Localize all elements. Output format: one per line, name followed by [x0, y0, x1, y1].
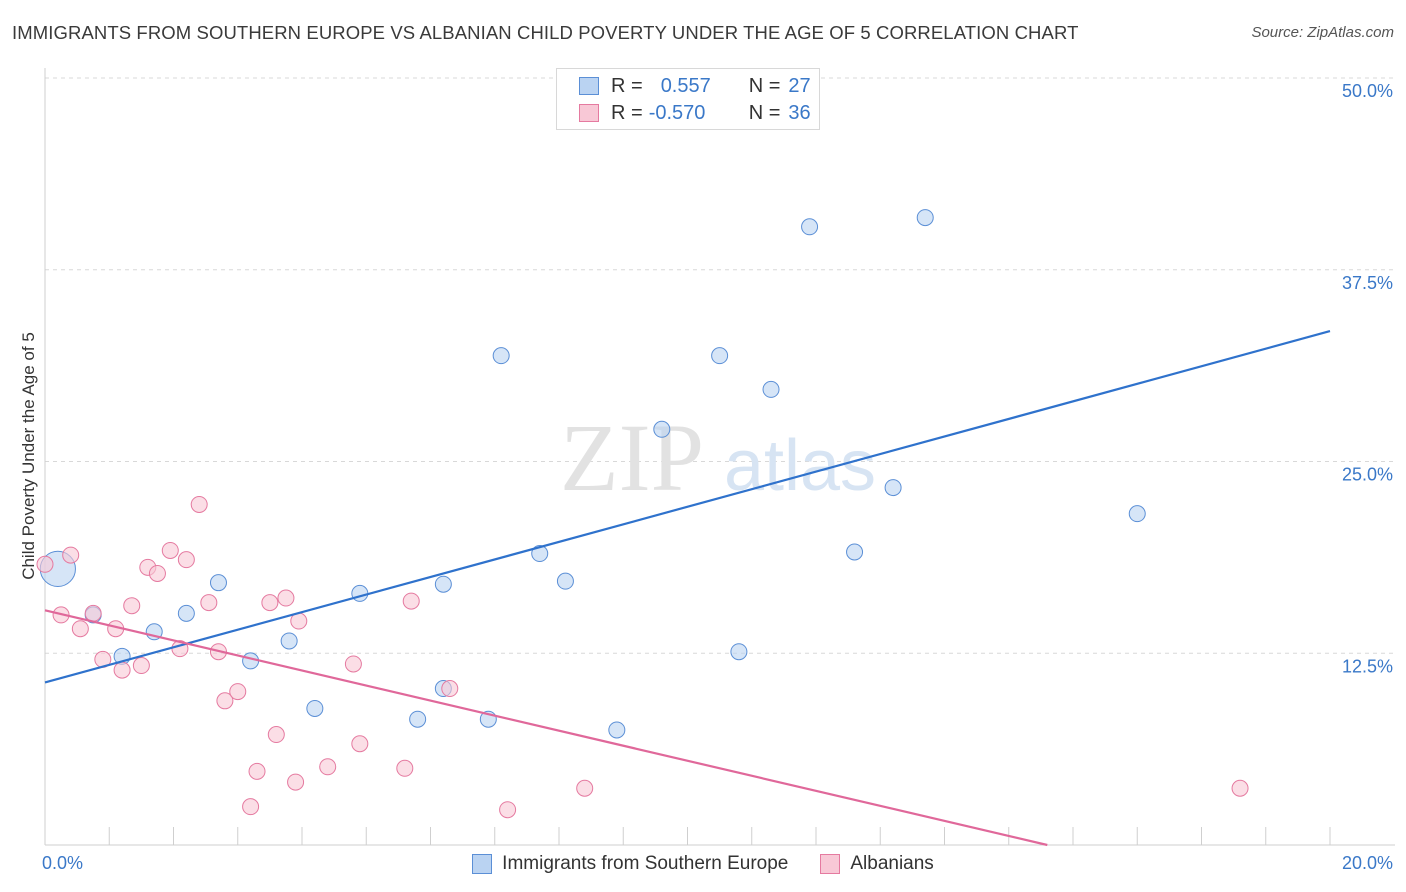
pink-data-point: [351, 735, 369, 753]
pink-data-point: [229, 683, 247, 701]
r-value: -0.570: [648, 101, 706, 124]
pink-data-point: [113, 661, 131, 679]
watermark: ZIP atlas: [560, 404, 876, 511]
blue-data-point: [730, 643, 748, 661]
pink-data-point: [123, 597, 141, 615]
pink-data-point: [402, 592, 420, 610]
legend-label: Immigrants from Southern Europe: [502, 853, 789, 874]
blue-swatch: [579, 77, 599, 95]
legend-row-pink: R = -0.570 N = 36: [579, 100, 811, 126]
blue-data-point: [608, 721, 626, 739]
pink-swatch: [820, 854, 841, 874]
blue-data-point: [306, 699, 324, 717]
legend-label: Albanians: [850, 853, 934, 874]
series-legend: Immigrants from Southern Europe Albanian…: [0, 851, 1406, 877]
n-value: 27: [788, 74, 811, 97]
blue-data-point: [531, 545, 549, 563]
x-tick-label: 0.0%: [42, 853, 83, 873]
blue-data-point: [409, 710, 427, 728]
points-layer: [36, 209, 1249, 819]
r-label: R =: [611, 74, 643, 97]
pink-trend-line: [44, 609, 1048, 847]
n-label: N =: [748, 74, 781, 97]
pink-data-point: [71, 620, 89, 638]
blue-data-point: [846, 543, 864, 561]
blue-data-point: [492, 347, 510, 365]
pink-data-point: [267, 726, 285, 744]
pink-data-point: [177, 551, 195, 569]
blue-data-point: [351, 584, 369, 602]
grid-layer: [45, 77, 1395, 654]
r-label: R =: [611, 101, 643, 124]
legend-item-albanians[interactable]: Albanians: [820, 853, 934, 875]
x-tick-label: 20.0%: [1342, 853, 1393, 873]
pink-data-point: [36, 555, 54, 573]
pink-data-point: [441, 680, 459, 698]
axis-layer: 12.5% 25.0% 37.5% 50.0% 0.0% 20.0%: [42, 68, 1395, 873]
pink-data-point: [248, 762, 266, 780]
y-axis-label: Child Poverty Under the Age of 5: [19, 332, 38, 580]
source-label: Source: ZipAtlas.com: [1251, 24, 1394, 41]
pink-data-point: [190, 495, 208, 513]
blue-data-point: [556, 572, 574, 590]
blue-data-point: [242, 652, 260, 670]
pink-data-point: [62, 546, 80, 564]
pink-data-point: [287, 773, 305, 791]
pink-data-point: [344, 655, 362, 673]
watermark-atlas: atlas: [724, 426, 876, 506]
pink-data-point: [277, 589, 295, 607]
blue-data-point: [762, 380, 780, 398]
pink-data-point: [499, 801, 517, 819]
trend-layer: [44, 330, 1331, 847]
chart-title: IMMIGRANTS FROM SOUTHERN EUROPE VS ALBAN…: [12, 22, 1079, 43]
legend-item-southern-europe[interactable]: Immigrants from Southern Europe: [472, 853, 788, 875]
n-value: 36: [788, 101, 811, 124]
blue-data-point: [209, 574, 227, 592]
n-label: N =: [748, 101, 781, 124]
pink-data-point: [576, 779, 594, 797]
blue-trend-line: [44, 330, 1331, 684]
blue-data-point: [177, 604, 195, 622]
blue-data-point: [280, 632, 298, 650]
blue-data-point: [801, 218, 819, 236]
pink-data-point: [200, 594, 218, 612]
y-tick-label: 37.5%: [1342, 273, 1393, 293]
y-tick-label: 50.0%: [1342, 81, 1393, 101]
pink-data-point: [148, 564, 166, 582]
pink-data-point: [84, 604, 102, 622]
r-value: 0.557: [660, 74, 711, 97]
blue-data-point: [711, 347, 729, 365]
pink-data-point: [261, 594, 279, 612]
pink-swatch: [579, 104, 599, 122]
pink-data-point: [319, 758, 337, 776]
y-tick-label: 25.0%: [1342, 465, 1393, 485]
pink-data-point: [1231, 779, 1249, 797]
blue-data-point: [1128, 505, 1146, 523]
pink-data-point: [161, 541, 179, 559]
y-tick-label: 12.5%: [1342, 656, 1393, 676]
blue-data-point: [916, 209, 934, 227]
pink-data-point: [396, 759, 414, 777]
legend-row-blue: R = 0.557 N = 27: [579, 73, 811, 99]
pink-data-point: [132, 657, 150, 675]
pink-data-point: [216, 692, 234, 710]
blue-swatch: [472, 854, 493, 874]
blue-data-point: [884, 479, 902, 497]
correlation-legend: R = 0.557 N = 27 R = -0.570 N = 36: [556, 68, 820, 130]
blue-data-point: [434, 575, 452, 593]
watermark-zip: ZIP: [560, 404, 704, 511]
pink-data-point: [242, 798, 260, 816]
blue-data-point: [653, 420, 671, 438]
